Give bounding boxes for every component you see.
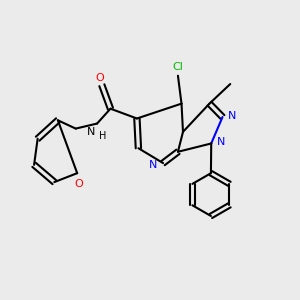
Text: O: O — [74, 179, 83, 189]
Text: N: N — [217, 137, 225, 147]
Text: Cl: Cl — [172, 62, 183, 72]
Text: N: N — [149, 160, 158, 170]
Text: N: N — [228, 110, 236, 121]
Text: H: H — [99, 131, 106, 141]
Text: O: O — [95, 73, 104, 83]
Text: N: N — [87, 127, 96, 137]
